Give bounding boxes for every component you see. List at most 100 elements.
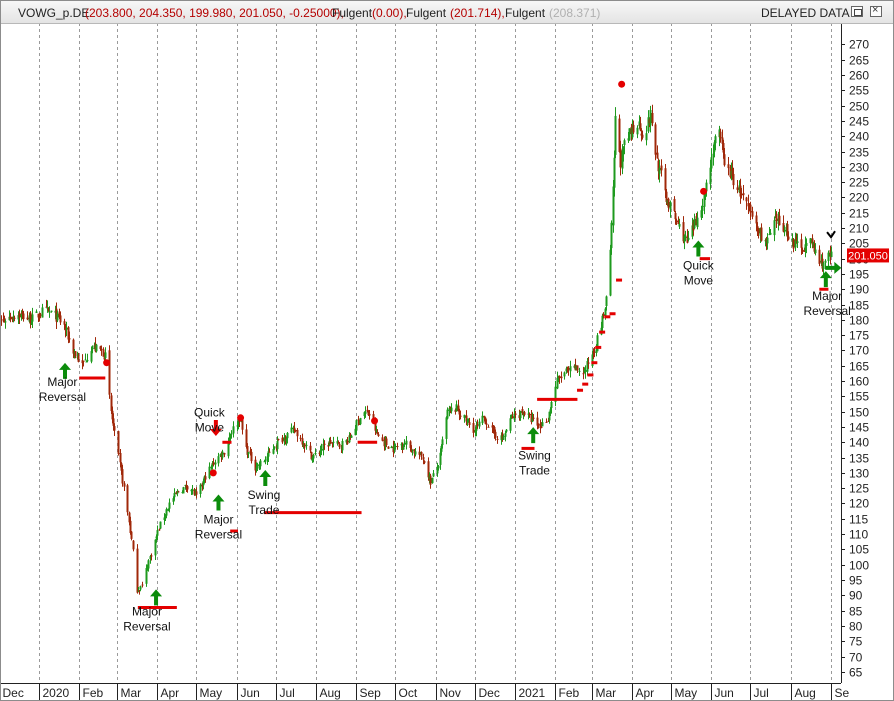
x-tick-label: Dec bbox=[3, 686, 24, 700]
price-candle bbox=[701, 198, 704, 219]
price-candle bbox=[139, 585, 142, 592]
candle-body bbox=[429, 475, 432, 485]
price-candle bbox=[818, 245, 821, 267]
candle-body bbox=[364, 411, 367, 414]
candle-body bbox=[186, 486, 189, 490]
price-candle bbox=[677, 216, 680, 225]
price-candle bbox=[782, 215, 785, 233]
price-candle bbox=[29, 311, 32, 329]
candle-body bbox=[677, 220, 680, 225]
price-candle bbox=[336, 436, 339, 446]
candle-body bbox=[483, 415, 486, 418]
candle-body bbox=[266, 456, 269, 461]
candle-body bbox=[436, 466, 439, 474]
price-candle bbox=[727, 156, 730, 176]
candle-body bbox=[601, 315, 604, 329]
price-candle bbox=[35, 309, 38, 314]
price-candle bbox=[405, 436, 408, 450]
price-candle bbox=[290, 423, 293, 434]
candle-body bbox=[309, 445, 312, 451]
candle-body bbox=[591, 354, 594, 367]
price-candle bbox=[212, 458, 215, 467]
price-candle bbox=[639, 116, 642, 132]
candle-body bbox=[293, 427, 296, 431]
price-candle bbox=[39, 312, 42, 319]
candle-body bbox=[238, 421, 241, 423]
price-candle bbox=[411, 449, 414, 456]
price-candle bbox=[693, 213, 696, 230]
price-candle bbox=[68, 331, 71, 343]
candle-body bbox=[619, 148, 622, 168]
signal-dot bbox=[237, 414, 245, 422]
restore-icon[interactable] bbox=[851, 6, 863, 17]
candle-body bbox=[660, 165, 663, 171]
price-candle bbox=[59, 311, 62, 325]
candle-body bbox=[21, 311, 24, 314]
candle-body bbox=[39, 314, 42, 316]
candle-body bbox=[782, 223, 785, 232]
candle-body bbox=[801, 250, 804, 252]
signal-annotation: Quick Move bbox=[683, 259, 715, 288]
candle-body bbox=[138, 590, 141, 592]
y-tick-label: 90 bbox=[849, 589, 863, 603]
signal-annotation: Major Reversal bbox=[39, 375, 86, 404]
price-candle bbox=[602, 312, 605, 319]
price-candle bbox=[723, 147, 726, 167]
up-arrow-icon bbox=[259, 470, 272, 487]
price-candle bbox=[654, 122, 657, 161]
close-icon[interactable] bbox=[870, 4, 882, 17]
price-candle bbox=[37, 313, 40, 322]
candle-body bbox=[119, 453, 122, 463]
x-tick-label: Jun bbox=[241, 686, 260, 700]
candle-body bbox=[212, 462, 215, 465]
price-candle bbox=[569, 360, 572, 378]
candle-body bbox=[739, 185, 742, 197]
price-candle bbox=[592, 348, 595, 359]
candle-body bbox=[41, 307, 44, 318]
price-candle bbox=[117, 430, 120, 456]
x-tick-label: Jun bbox=[715, 686, 734, 700]
candle-body bbox=[723, 154, 726, 166]
candle-body bbox=[818, 249, 821, 264]
price-candle bbox=[794, 232, 797, 252]
candle-body bbox=[796, 241, 799, 243]
candle-body bbox=[336, 441, 339, 444]
price-candle bbox=[113, 423, 116, 437]
candle-body bbox=[303, 443, 306, 448]
candle-body bbox=[560, 376, 563, 379]
candle-body bbox=[610, 222, 613, 249]
candle-body bbox=[228, 437, 231, 444]
x-tick-label: Mar bbox=[121, 686, 142, 700]
price-candle bbox=[429, 473, 432, 489]
price-candle bbox=[182, 486, 185, 494]
price-candle bbox=[368, 409, 371, 420]
candle-body bbox=[176, 491, 179, 494]
candle-body bbox=[514, 413, 517, 415]
candle-body bbox=[450, 407, 453, 412]
candle-body bbox=[221, 451, 224, 458]
candle-body bbox=[719, 131, 722, 139]
price-candle bbox=[387, 446, 390, 449]
price-candle bbox=[528, 412, 531, 418]
candle-body bbox=[731, 168, 734, 177]
x-tick-label: 2021 bbox=[519, 686, 546, 700]
price-candle bbox=[504, 430, 507, 442]
candle-body bbox=[651, 112, 654, 124]
candle-body bbox=[3, 318, 6, 322]
price-candle bbox=[322, 438, 325, 456]
price-candle bbox=[186, 485, 189, 493]
candle-body bbox=[123, 483, 126, 487]
price-candle bbox=[792, 237, 795, 253]
candle-body bbox=[567, 368, 570, 370]
candle-body bbox=[355, 420, 358, 431]
indicator2-value: (201.714), bbox=[450, 6, 505, 20]
price-candle bbox=[332, 436, 335, 448]
y-tick-label: 145 bbox=[849, 421, 869, 435]
price-candle bbox=[138, 589, 141, 595]
price-candle bbox=[156, 525, 159, 541]
candle-body bbox=[273, 447, 276, 449]
price-candle bbox=[172, 496, 175, 505]
price-candle bbox=[281, 434, 284, 444]
up-arrow-icon bbox=[150, 589, 163, 606]
